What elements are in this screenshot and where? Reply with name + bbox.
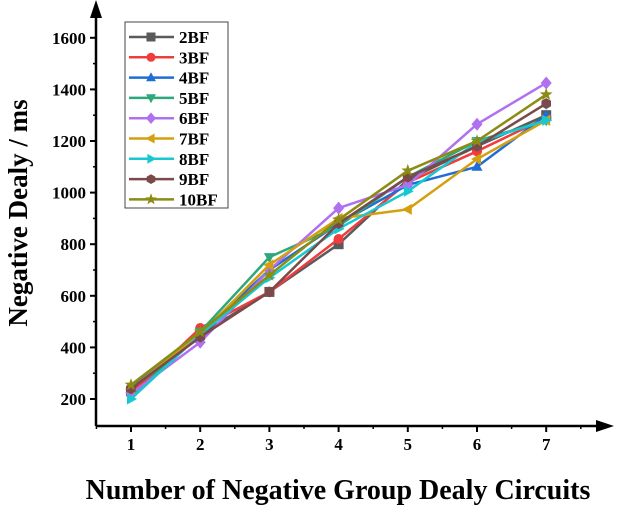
legend-item-3BF: 3BF bbox=[129, 48, 209, 67]
legend-marker bbox=[146, 174, 156, 184]
legend-label: 8BF bbox=[179, 150, 209, 169]
y-axis-arrow bbox=[90, 0, 102, 18]
data-point-10BF bbox=[124, 378, 138, 391]
legend-item-2BF: 2BF bbox=[129, 28, 209, 47]
x-tick-label: 2 bbox=[196, 435, 205, 454]
x-axis-arrow bbox=[596, 420, 614, 432]
y-tick-label: 1200 bbox=[52, 132, 86, 151]
axes: 200 400 600 800 1000 1200 1400 1600 1 2 3 4 5 6 7 bbox=[52, 0, 614, 454]
data-point-10BF bbox=[332, 212, 345, 226]
legend-item-8BF: 8BF bbox=[129, 150, 209, 169]
data-point-7BF bbox=[401, 203, 412, 215]
legend-label: 7BF bbox=[179, 130, 209, 149]
legend-marker bbox=[146, 94, 156, 104]
data-point-10BF bbox=[263, 268, 276, 281]
series-10BF bbox=[124, 87, 553, 391]
legend-item-9BF: 9BF bbox=[129, 170, 209, 189]
legend-label: 2BF bbox=[179, 28, 209, 47]
data-point-8BF bbox=[403, 185, 414, 197]
legend-marker bbox=[147, 153, 157, 164]
data-point-8BF bbox=[127, 393, 137, 405]
data-point-7BF bbox=[263, 259, 274, 271]
y-tick-label: 1400 bbox=[52, 80, 86, 99]
data-point-10BF bbox=[470, 134, 484, 147]
y-tick-label: 800 bbox=[61, 235, 87, 254]
legend-label: 10BF bbox=[179, 190, 218, 209]
x-tick-label: 6 bbox=[473, 435, 482, 454]
data-point-4BF bbox=[471, 160, 483, 171]
x-axis-label: Number of Negative Group Dealy Circuits bbox=[86, 475, 591, 506]
x-tick-label: 5 bbox=[404, 435, 413, 454]
y-tick-label: 400 bbox=[61, 338, 87, 357]
data-point-10BF bbox=[401, 163, 415, 177]
data-point-9BF bbox=[264, 286, 275, 298]
legend-item-7BF: 7BF bbox=[129, 130, 209, 149]
data-point-2BF bbox=[333, 239, 344, 250]
legend-label: 9BF bbox=[179, 170, 209, 189]
legend-label: 4BF bbox=[179, 69, 209, 88]
x-tick-label: 4 bbox=[334, 435, 343, 454]
data-point-9BF bbox=[541, 98, 551, 110]
data-point-6BF bbox=[540, 76, 552, 90]
x-tick-label: 7 bbox=[542, 435, 551, 454]
legend-label: 3BF bbox=[179, 48, 209, 67]
y-tick-label: 600 bbox=[61, 287, 87, 306]
legend-item-6BF: 6BF bbox=[129, 109, 209, 128]
data-point-3BF bbox=[333, 234, 344, 245]
legend-item-10BF: 10BF bbox=[129, 190, 218, 209]
y-tick-label: 200 bbox=[61, 390, 87, 409]
legend-marker bbox=[146, 72, 156, 82]
series-group bbox=[124, 76, 553, 405]
legend-marker bbox=[146, 32, 156, 42]
legend-label: 6BF bbox=[179, 109, 209, 128]
data-point-7BF bbox=[471, 153, 481, 165]
y-tick-label: 1000 bbox=[52, 184, 86, 203]
legend-item-4BF: 4BF bbox=[129, 69, 209, 88]
data-point-5BF bbox=[263, 253, 275, 264]
legend-label: 5BF bbox=[179, 89, 209, 108]
legend-marker bbox=[146, 112, 156, 125]
data-point-6BF bbox=[333, 201, 345, 215]
y-tick-label: 1600 bbox=[52, 29, 86, 48]
data-point-10BF bbox=[539, 87, 553, 100]
legend-marker bbox=[145, 193, 157, 205]
data-point-8BF bbox=[542, 114, 553, 126]
x-tick-label: 1 bbox=[127, 435, 136, 454]
legend-marker bbox=[145, 133, 155, 144]
y-axis-label: Negative Dealy / ms bbox=[3, 99, 33, 326]
data-point-6BF bbox=[471, 117, 483, 131]
x-tick-label: 3 bbox=[265, 435, 274, 454]
data-point-10BF bbox=[193, 325, 207, 338]
legend-box bbox=[124, 21, 229, 209]
legend-item-5BF: 5BF bbox=[129, 89, 209, 108]
legend-marker bbox=[146, 52, 156, 62]
